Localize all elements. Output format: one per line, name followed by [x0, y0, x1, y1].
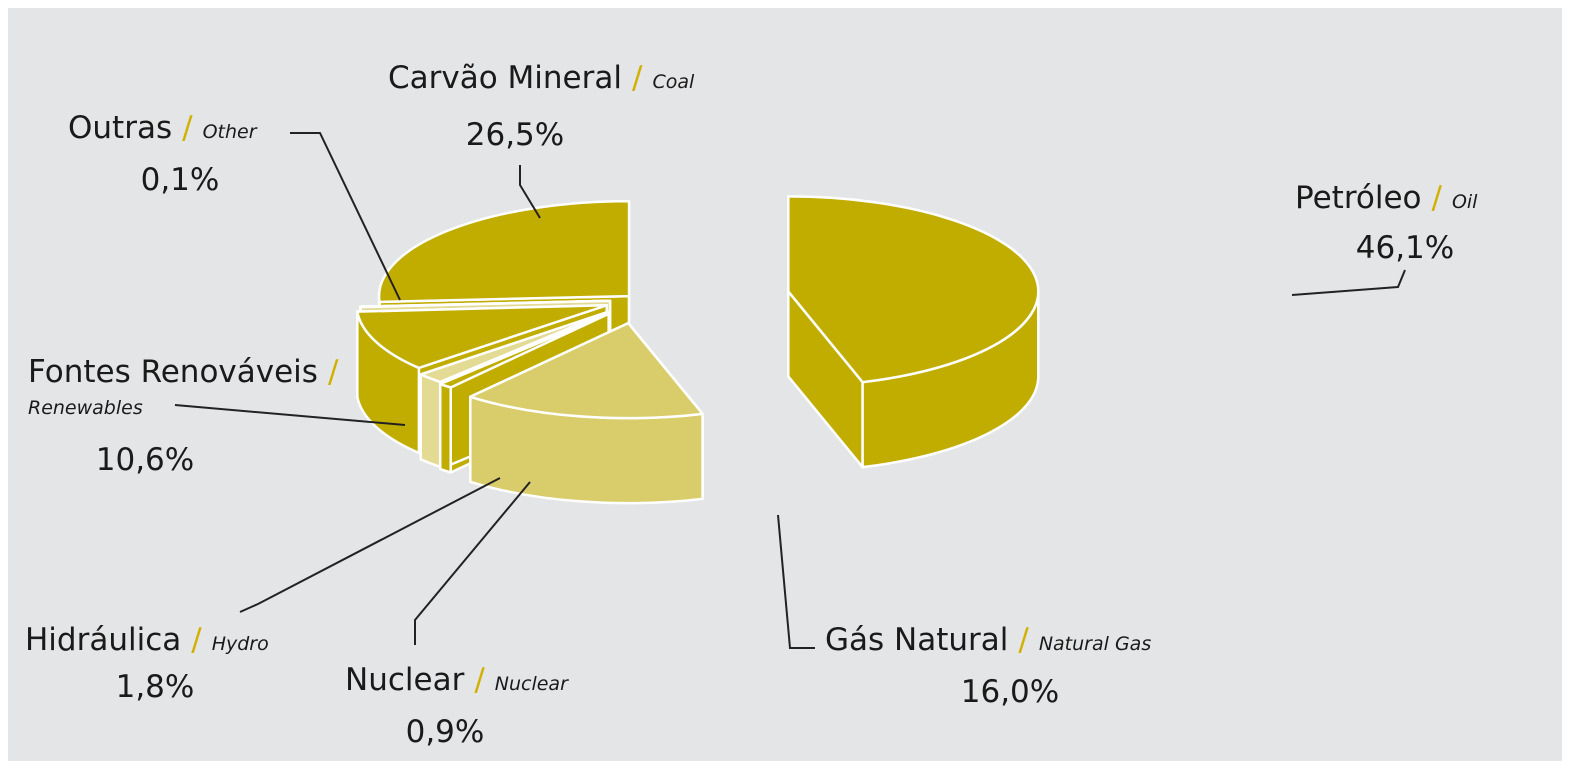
leader-line [290, 132, 401, 301]
label-name: Gás Natural [825, 622, 1008, 658]
slice-label: Hidráulica / Hydro [25, 622, 269, 658]
value-label: 16,0% [961, 674, 1059, 710]
leader-line [239, 477, 501, 613]
label-en: Coal [652, 71, 695, 93]
slice [469, 321, 704, 420]
label-separator: / [632, 60, 643, 96]
label-en: Nuclear [495, 673, 569, 695]
slice [359, 299, 612, 309]
leader-line [174, 404, 406, 426]
value-label: 0,9% [406, 714, 485, 750]
label-en: Other [203, 121, 258, 143]
label-name: Carvão Mineral [388, 60, 622, 96]
value-label: 1,8% [116, 669, 195, 705]
label-separator: / [1018, 622, 1029, 658]
label-en: Oil [1452, 191, 1478, 213]
background [8, 8, 1562, 761]
label-name: Outras [68, 110, 172, 146]
label-separator: / [182, 110, 193, 146]
label-en: Natural Gas [1039, 633, 1151, 655]
label-en: Hydro [212, 633, 269, 655]
slice [356, 304, 609, 370]
value-label: 10,6% [96, 442, 194, 478]
label-separator: / [474, 662, 485, 698]
label-separator: / [1432, 180, 1443, 216]
label-name: Fontes Renováveis [28, 354, 318, 390]
value-label: 26,5% [466, 117, 564, 153]
value-label: 0,1% [141, 162, 220, 198]
slice-label: Fontes Renováveis / [28, 354, 339, 390]
slice-label: Gás Natural / Natural Gas [825, 622, 1151, 658]
leader-line [519, 165, 541, 219]
slice-wall [438, 382, 452, 474]
slice-label: Carvão Mineral / Coal [388, 60, 695, 96]
leader-line [414, 481, 531, 645]
slice [377, 199, 631, 304]
label-separator: / [328, 354, 339, 390]
slice [419, 310, 610, 384]
label-en: Renewables [28, 397, 143, 419]
slice-label: Nuclear / Nuclear [345, 662, 569, 698]
slice-wall [419, 373, 442, 469]
slice-label: Petróleo / Oil [1295, 180, 1478, 216]
label-separator: / [191, 622, 202, 658]
leader-line [1291, 269, 1406, 296]
slice [438, 312, 610, 389]
slice-label: Outras / Other [68, 110, 258, 146]
label-name: Petróleo [1295, 180, 1422, 216]
slice [787, 195, 1040, 384]
leader-line [777, 514, 815, 649]
label-name: Hidráulica [25, 622, 181, 658]
value-label: 46,1% [1356, 230, 1454, 266]
label-name: Nuclear [345, 662, 465, 698]
